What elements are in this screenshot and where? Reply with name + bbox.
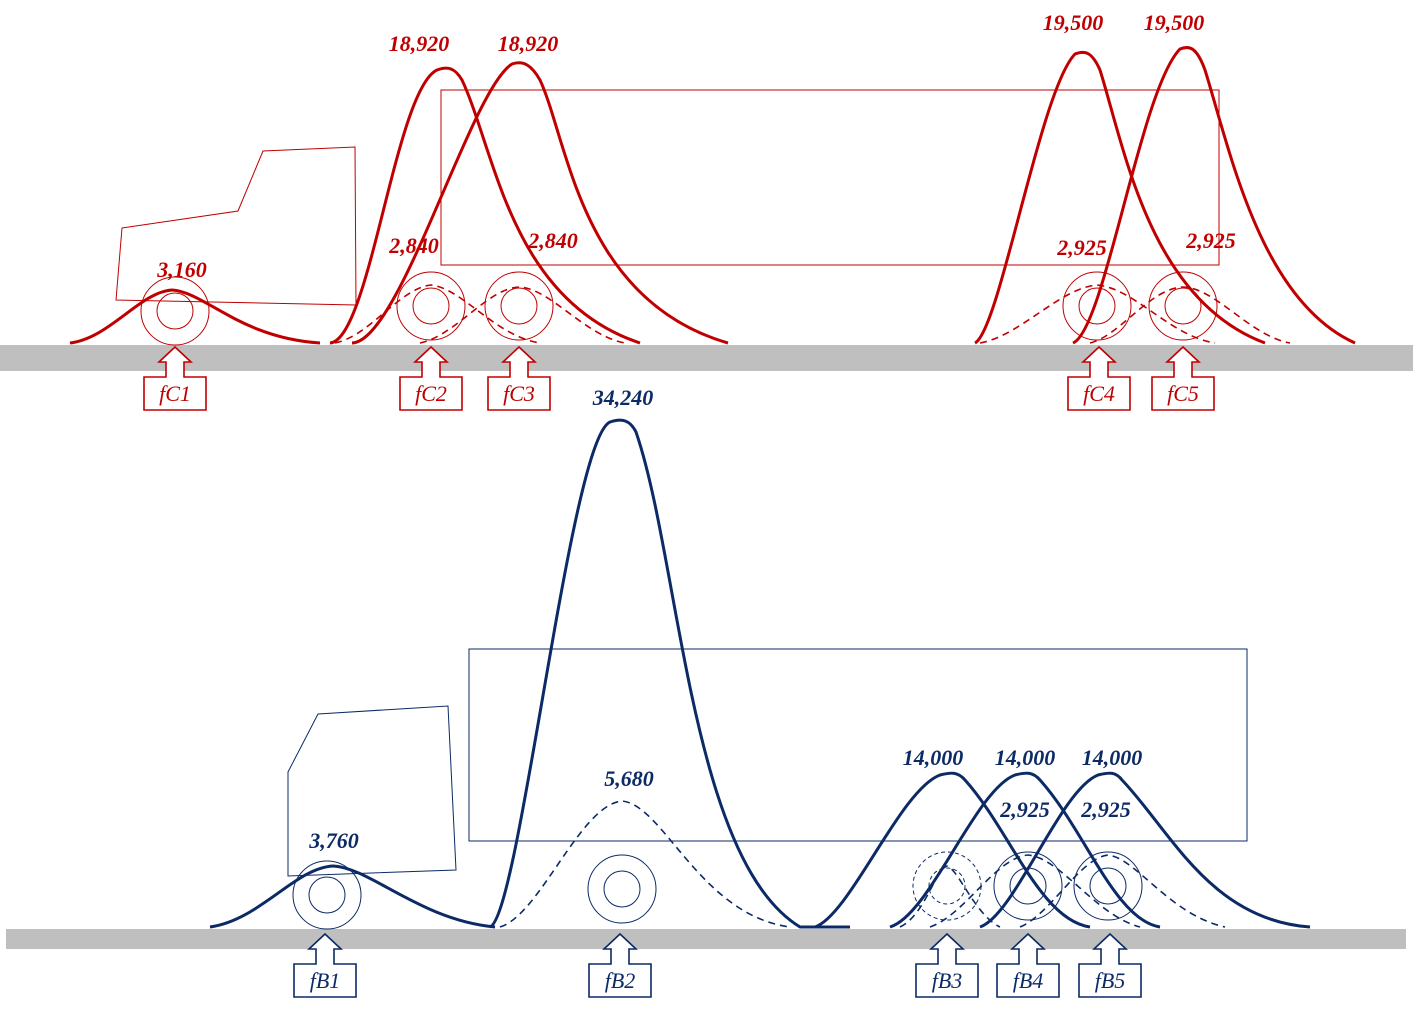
bottom-cab-outline xyxy=(287,705,457,877)
top-axle-arrow-2 xyxy=(399,345,463,411)
top-peak-label-1: 3,160 xyxy=(156,257,207,282)
bottom-axle-arrow-2 xyxy=(588,932,652,998)
bottom-axle-label-1: fB1 xyxy=(310,968,341,993)
bottom-peak-label-3: 14,000 xyxy=(903,745,964,770)
top-wheels xyxy=(140,271,1218,346)
bottom-dashed-curve-2 xyxy=(499,800,791,928)
bottom-wheel-5 xyxy=(1073,851,1143,921)
bottom-wheels xyxy=(292,851,1143,930)
top-load-curve-5 xyxy=(1072,46,1356,345)
top-axle-arrow-1 xyxy=(143,345,207,411)
bottom-dashed-curve-3 xyxy=(899,865,1001,928)
bottom-peak-label-2: 34,240 xyxy=(592,385,654,410)
top-axle-label-4: fC4 xyxy=(1083,381,1115,406)
bottom-peak-label-5: 14,000 xyxy=(1082,745,1143,770)
top-wheel-4 xyxy=(1062,271,1132,341)
top-axle-arrow-3 xyxy=(487,345,551,411)
bottom-axle-arrow-5 xyxy=(1078,932,1142,998)
bottom-peak-label-4: 14,000 xyxy=(995,745,1056,770)
top-dashed-curve-5 xyxy=(1089,286,1291,344)
bottom-axle-arrow-4 xyxy=(996,932,1060,998)
top-secondary-label-4: 2,925 xyxy=(1185,228,1236,253)
top-road xyxy=(0,345,1413,371)
top-peak-label-5: 19,500 xyxy=(1144,10,1205,35)
bottom-wheel-1 xyxy=(292,860,362,930)
top-axle-arrow-5 xyxy=(1151,345,1215,411)
top-axle-label-2: fC2 xyxy=(415,381,447,406)
top-load-curve-1 xyxy=(69,288,321,345)
top-secondary-label-2: 2,840 xyxy=(527,228,578,253)
bottom-trailer-outline xyxy=(468,648,1248,842)
bottom-secondary-label-1: 5,680 xyxy=(604,766,654,791)
top-diagram: fC1 fC2 fC3 fC4 fC5 3,160 18,920 18,920 … xyxy=(0,10,1413,411)
bottom-wheel-4 xyxy=(993,851,1063,921)
top-dashed-curve-2 xyxy=(334,284,541,344)
top-secondary-label-3: 2,925 xyxy=(1056,235,1107,260)
bottom-secondary-label-3: 2,925 xyxy=(1080,797,1131,822)
top-axle-label-5: fC5 xyxy=(1167,381,1199,406)
bottom-road xyxy=(6,929,1406,949)
bottom-load-curve-5 xyxy=(979,771,1311,929)
top-secondary-label-1: 2,840 xyxy=(388,233,439,258)
top-load-curve-2 xyxy=(329,66,641,345)
top-peak-label-4: 19,500 xyxy=(1043,10,1104,35)
top-load-curve-3 xyxy=(351,61,729,345)
top-peak-label-2: 18,920 xyxy=(389,31,450,56)
bottom-dashed-curve-4 xyxy=(929,854,1141,928)
bottom-axle-label-2: fB2 xyxy=(605,968,636,993)
bottom-diagram: fB1 fB2 fB3 fB4 fB5 3,760 34,240 14,000 … xyxy=(6,385,1406,998)
bottom-peak-label-1: 3,760 xyxy=(308,828,359,853)
bottom-secondary-label-2: 2,925 xyxy=(999,797,1050,822)
top-peak-label-3: 18,920 xyxy=(498,31,559,56)
bottom-axle-label-4: fB4 xyxy=(1013,968,1044,993)
top-wheel-5 xyxy=(1148,271,1218,341)
top-load-curve-4 xyxy=(974,50,1266,345)
bottom-axle-label-5: fB5 xyxy=(1095,968,1126,993)
bottom-load-curve-2 xyxy=(489,418,850,929)
top-wheel-3 xyxy=(484,271,554,341)
bottom-wheel-2 xyxy=(587,854,657,924)
top-dashed-curve-4 xyxy=(979,284,1216,344)
bottom-dashed-curve-5 xyxy=(1019,854,1226,928)
top-wheel-1 xyxy=(140,276,210,346)
top-cab-outline xyxy=(115,146,357,306)
top-axle-label-1: fC1 xyxy=(159,381,191,406)
top-wheel-2 xyxy=(396,271,466,341)
bottom-load-curve-1 xyxy=(209,864,496,929)
top-axle-arrow-4 xyxy=(1067,345,1131,411)
bottom-axle-label-3: fB3 xyxy=(932,968,963,993)
top-dashed-curve-3 xyxy=(419,286,626,344)
bottom-axle-arrow-3 xyxy=(915,932,979,998)
bottom-load-curve-3 xyxy=(814,771,1091,929)
top-trailer-outline xyxy=(440,89,1220,266)
top-axle-label-3: fC3 xyxy=(503,381,535,406)
bottom-axle-arrow-1 xyxy=(293,932,357,998)
